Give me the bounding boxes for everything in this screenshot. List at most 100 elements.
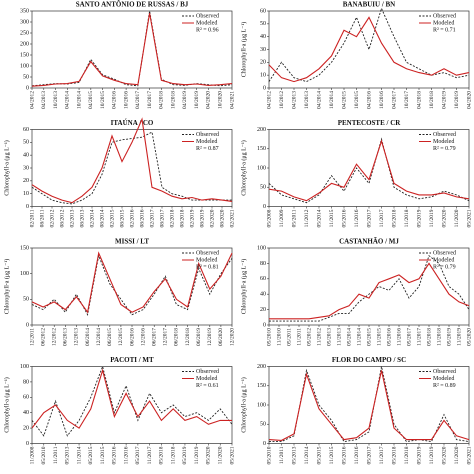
y-tick-label: 0 [263, 204, 266, 210]
panel: CASTANHÃO / MJ Chlorophyll-a (μg L⁻¹) 0 20 4… [240, 238, 472, 346]
y-tick-label: 60 [260, 276, 266, 282]
x-tick-label: 06/2013 [63, 328, 69, 346]
x-tick-label: 10/2012 [279, 91, 285, 109]
x-tick-label: 10/2014 [76, 91, 82, 109]
x-tick-label: 05/2017 [366, 446, 372, 464]
legend-label: Modeled [433, 376, 454, 382]
y-axis-label: Chlorophyll-a (μg L⁻¹) [3, 259, 10, 315]
x-tick-label: 06/2016 [129, 328, 135, 346]
y-tick-label: 100 [20, 364, 29, 370]
y-tick-label: 0 [263, 85, 266, 91]
x-tick-label: 04/2017 [391, 91, 397, 109]
plot-frame [31, 366, 233, 444]
y-tick-label: 200 [257, 364, 266, 370]
x-tick-label: 11/2016 [354, 446, 360, 464]
y-axis-label: Chlorophyll-a (μg L⁻¹) [3, 140, 10, 196]
y-axis-label: Chlorophyll-a (μg L⁻¹) [3, 377, 10, 433]
x-tick-label: 05/2013 [291, 446, 297, 464]
y-tick-label: 200 [20, 41, 29, 47]
x-tick-label: 04/2019 [441, 91, 447, 109]
x-tick-label: 12/2012 [51, 328, 57, 346]
y-tick-label: 0 [263, 441, 266, 447]
panel: PENTECOSTE / CR Chlorophyll-a (μg L⁻¹) 0 50… [240, 119, 472, 227]
x-tick-label: 05/2020 [466, 328, 472, 346]
x-tick-label: 08/2014 [99, 209, 105, 227]
series-line [31, 254, 233, 317]
x-tick-label: 12/2013 [74, 328, 80, 346]
x-tick-label: 10/2013 [53, 91, 59, 109]
x-tick-label: 10/2018 [170, 91, 176, 109]
x-tick-label: 11/2014 [76, 446, 82, 464]
annotation: R² = 0.96 [196, 27, 219, 33]
chart-title: CASTANHÃO / MJ [339, 238, 399, 246]
legend-label: Observed [433, 132, 456, 138]
y-axis-label: Chlorophyll-a (μg L⁻¹) [240, 140, 247, 196]
panel: BANABUIU / BN Chlorophyll-a (μg L⁻¹) 0 10 20… [240, 1, 472, 109]
x-tick-label: 04/2013 [291, 91, 297, 109]
x-tick-label: 11/2012 [304, 209, 310, 227]
x-tick-label: 04/2015 [88, 91, 94, 109]
y-tick-label: 80 [23, 379, 29, 385]
y-axis-label: Chlorophyll-a (μg L⁻¹) [240, 22, 247, 78]
series-line [268, 16, 470, 83]
panel: SANTO ANTÔNIO DE RUSSAS / BJ 0 50 100 150 200… [20, 1, 235, 109]
x-tick-label: 05/2013 [326, 328, 332, 346]
x-tick-label: 04/2018 [416, 91, 422, 109]
series-line [269, 254, 470, 322]
legend-label: Observed [433, 250, 456, 256]
annotation: R² = 0.87 [196, 146, 219, 152]
x-tick-label: 12/2015 [118, 328, 124, 346]
x-tick-label: 05/2015 [88, 446, 94, 464]
x-tick-label: 05/2011 [286, 328, 292, 346]
x-tick-label: 11/2017 [379, 446, 385, 464]
panel: MISSI / LT Chlorophyll-a (μg L⁻¹) 0 50 100 15… [3, 238, 235, 346]
y-axis-label: Chlorophyll-a (μg L⁻¹) [240, 259, 247, 315]
x-tick-label: 12/2016 [140, 328, 146, 346]
legend-label: Observed [196, 369, 219, 375]
x-tick-label: 04/2013 [41, 91, 47, 109]
y-tick-label: 60 [23, 395, 29, 401]
annotation: R² = 0.79 [433, 146, 456, 152]
x-tick-label: 04/2014 [65, 91, 71, 109]
annotation: R² = 0.79 [433, 264, 456, 270]
legend-label: Modeled [433, 20, 454, 26]
x-tick-label: 10/2018 [429, 91, 435, 109]
x-tick-label: 05/2016 [386, 328, 392, 346]
y-tick-label: 50 [23, 140, 29, 146]
x-tick-label: 11/2016 [123, 446, 129, 464]
x-tick-label: 05/2017 [135, 446, 141, 464]
x-tick-label: 05/2020 [206, 446, 212, 464]
y-tick-label: 30 [260, 47, 266, 53]
x-tick-label: 05/2016 [341, 209, 347, 227]
x-tick-label: 05/2019 [416, 209, 422, 227]
x-tick-label: 05/2020 [441, 209, 447, 227]
series-line [31, 131, 232, 205]
x-tick-label: 02/2017 [149, 209, 155, 227]
x-tick-label: 05/2018 [426, 328, 432, 346]
x-tick-label: 05/2017 [366, 209, 372, 227]
x-tick-label: 12/2018 [185, 328, 191, 346]
x-tick-label: 10/2020 [218, 91, 224, 109]
x-tick-label: 08/2019 [199, 209, 205, 227]
y-tick-label: 150 [20, 52, 29, 58]
x-tick-label: 12/2019 [207, 328, 213, 346]
chart-title: PACOTI / MT [110, 356, 154, 364]
chart-title: PENTECOSTE / CR [338, 119, 402, 127]
y-axis-label: Chlorophyll-a (μg L⁻¹) [240, 377, 247, 433]
legend-label: Modeled [196, 20, 217, 26]
x-tick-label: 06/2012 [40, 328, 46, 346]
y-tick-label: 10 [23, 191, 29, 197]
x-tick-label: 11/2015 [329, 446, 335, 464]
chart-title: MISSI / LT [115, 238, 149, 246]
y-tick-label: 100 [257, 245, 266, 251]
y-tick-label: 0 [26, 85, 29, 91]
y-tick-label: 30 [23, 165, 29, 171]
x-tick-label: 11/2017 [379, 209, 385, 227]
y-tick-label: 0 [263, 322, 266, 328]
legend-label: Modeled [433, 139, 454, 145]
series-line [31, 117, 233, 204]
y-tick-label: 0 [26, 204, 29, 210]
x-tick-label: 10/2016 [123, 91, 129, 109]
y-tick-label: 0 [26, 322, 29, 328]
